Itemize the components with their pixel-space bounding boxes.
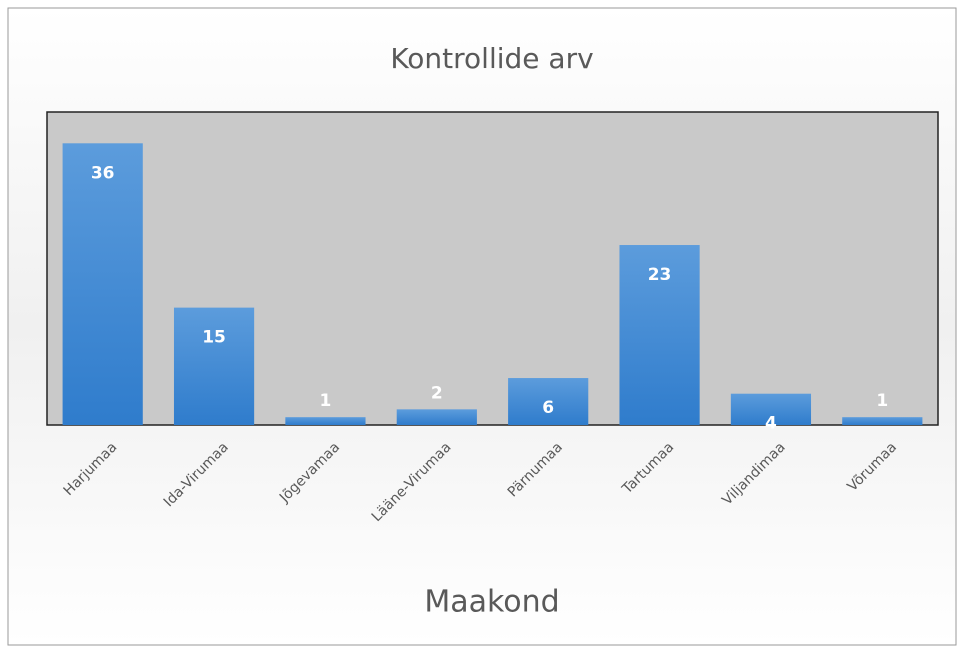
data-label: 4	[765, 414, 777, 434]
data-label: 23	[648, 265, 672, 285]
x-axis-title: Maakond	[424, 585, 559, 620]
bar	[173, 307, 255, 425]
chart-title: Kontrollide arv	[390, 42, 593, 75]
data-label: 1	[320, 391, 332, 411]
bar	[508, 378, 589, 425]
bar	[730, 393, 812, 425]
bar	[62, 143, 143, 426]
data-label: 2	[431, 383, 443, 403]
bar	[285, 417, 366, 425]
data-label: 1	[876, 391, 888, 411]
data-label: 15	[202, 328, 226, 348]
bar	[396, 409, 477, 425]
data-label: 6	[542, 398, 554, 418]
bar	[619, 245, 700, 425]
bar	[842, 417, 923, 425]
data-label: 36	[91, 163, 115, 183]
